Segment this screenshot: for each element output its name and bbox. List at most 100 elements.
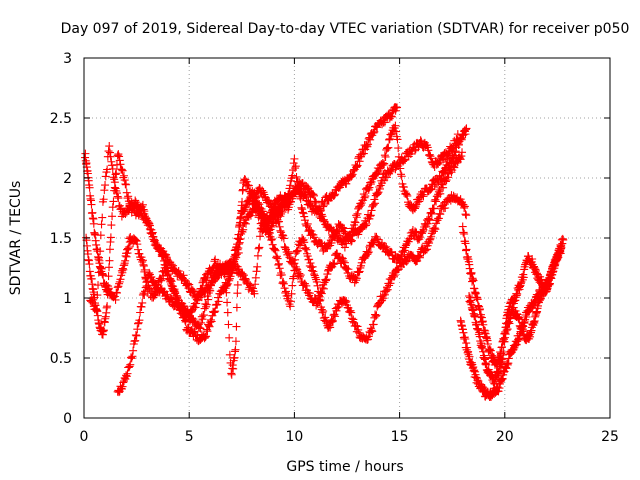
data-point-marker — [319, 215, 328, 224]
data-point-marker — [108, 164, 117, 173]
x-tick-label: 20 — [496, 429, 514, 445]
data-point-marker — [366, 135, 375, 144]
data-point-marker — [357, 150, 366, 159]
data-point-marker — [284, 247, 293, 256]
data-point-marker — [434, 214, 443, 223]
data-point-marker — [304, 184, 313, 193]
data-point-marker — [256, 232, 265, 241]
data-point-marker — [427, 154, 436, 163]
data-point-marker — [130, 235, 139, 244]
data-point-marker — [116, 160, 125, 169]
data-point-marker — [151, 289, 160, 298]
data-point-marker — [231, 345, 240, 354]
data-point-marker — [117, 165, 126, 174]
data-point-marker — [233, 280, 242, 289]
data-point-marker — [458, 148, 467, 157]
data-point-marker — [306, 259, 315, 268]
data-point-marker — [328, 316, 337, 325]
data-point-marker — [462, 124, 471, 133]
data-point-marker — [118, 166, 127, 175]
x-tick-label: 10 — [285, 429, 303, 445]
data-point-marker — [276, 226, 285, 235]
data-point-marker — [351, 218, 360, 227]
data-point-marker — [148, 228, 157, 237]
data-point-marker — [347, 171, 356, 180]
data-point-marker — [292, 247, 301, 256]
data-point-marker — [95, 256, 104, 265]
data-point-marker — [380, 241, 389, 250]
data-point-marker — [290, 266, 299, 275]
data-point-marker — [286, 302, 295, 311]
data-point-marker — [346, 232, 355, 241]
data-point-marker — [308, 262, 317, 271]
data-point-marker — [385, 166, 394, 175]
data-point-marker — [439, 183, 448, 192]
data-point-marker — [140, 290, 149, 299]
data-point-marker — [347, 314, 356, 323]
y-tick-label: 2.5 — [50, 111, 72, 127]
data-point-marker — [469, 276, 478, 285]
data-point-marker — [112, 186, 121, 195]
data-point-marker — [352, 321, 361, 330]
data-point-marker — [414, 234, 423, 243]
data-point-marker — [120, 176, 129, 185]
data-point-marker — [133, 200, 142, 209]
data-point-marker — [265, 212, 274, 221]
data-point-marker — [125, 362, 134, 371]
data-point-marker — [204, 321, 213, 330]
data-point-marker — [263, 224, 272, 233]
data-point-marker — [366, 212, 375, 221]
data-point-marker — [340, 224, 349, 233]
data-point-marker — [411, 227, 420, 236]
data-point-marker — [333, 303, 342, 312]
data-point-marker — [389, 272, 398, 281]
data-point-marker — [278, 230, 287, 239]
data-point-marker — [124, 206, 133, 215]
data-point-marker — [366, 178, 375, 187]
data-point-marker — [311, 197, 320, 206]
data-point-marker — [307, 266, 316, 275]
data-point-marker — [430, 224, 439, 233]
data-point-marker — [192, 299, 201, 308]
data-point-marker — [277, 270, 286, 279]
data-point-marker — [272, 200, 281, 209]
data-point-marker — [274, 217, 283, 226]
data-point-marker — [362, 141, 371, 150]
data-point-marker — [119, 171, 128, 180]
data-point-marker — [225, 333, 234, 342]
data-point-marker — [277, 268, 286, 277]
data-point-marker — [380, 290, 389, 299]
data-point-marker — [421, 246, 430, 255]
data-point-marker — [319, 284, 328, 293]
data-point-marker — [431, 225, 440, 234]
data-point-marker — [161, 251, 170, 260]
data-point-marker — [301, 243, 310, 252]
data-point-marker — [122, 252, 131, 261]
data-point-marker — [131, 196, 140, 205]
data-point-marker — [302, 281, 311, 290]
data-point-marker — [401, 243, 410, 252]
data-point-marker — [441, 177, 450, 186]
data-point-marker — [123, 369, 132, 378]
data-point-marker — [89, 295, 98, 304]
data-point-marker — [387, 247, 396, 256]
data-point-marker — [286, 297, 295, 306]
data-point-marker — [305, 255, 314, 264]
data-point-marker — [250, 289, 259, 298]
data-point-marker — [166, 293, 175, 302]
data-point-marker — [476, 305, 485, 314]
data-point-marker — [208, 311, 217, 320]
data-point-marker — [317, 210, 326, 219]
data-point-marker — [122, 188, 131, 197]
data-point-marker — [93, 291, 102, 300]
data-point-marker — [390, 271, 399, 280]
data-point-marker — [238, 269, 247, 278]
data-point-marker — [288, 274, 297, 283]
data-point-marker — [107, 221, 116, 230]
data-point-marker — [202, 300, 211, 309]
data-point-marker — [96, 247, 105, 256]
data-point-marker — [402, 257, 411, 266]
data-point-marker — [366, 211, 375, 220]
data-point-marker — [303, 219, 312, 228]
data-point-marker — [114, 194, 123, 203]
